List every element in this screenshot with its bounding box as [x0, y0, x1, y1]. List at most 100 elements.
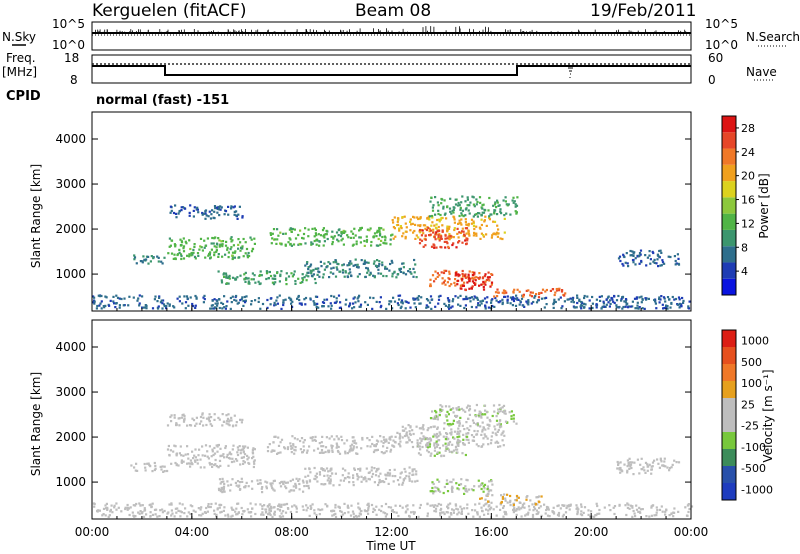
echo-cell	[242, 456, 245, 459]
echo-cell	[495, 505, 498, 508]
echo-cell	[174, 204, 177, 207]
echo-cell	[630, 466, 633, 470]
echo-cell	[260, 274, 263, 277]
echo-cell	[428, 230, 431, 233]
echo-cell	[349, 444, 352, 448]
echo-cell	[446, 438, 449, 441]
x-tick-label: 04:00	[175, 525, 210, 539]
echo-cell	[384, 474, 388, 477]
echo-cell	[222, 480, 225, 483]
echo-cell	[434, 277, 437, 280]
echo-cell	[222, 487, 225, 490]
echo-cell	[310, 506, 313, 509]
echo-cell	[243, 295, 246, 299]
echo-cell	[438, 218, 441, 221]
echo-cell	[241, 216, 244, 219]
echo-cell	[451, 243, 454, 247]
echo-cell	[462, 487, 465, 490]
echo-cell	[252, 465, 255, 469]
echo-cell	[473, 227, 476, 231]
echo-cell	[189, 512, 192, 516]
echo-cell	[352, 445, 355, 448]
echo-cell	[471, 195, 474, 198]
echo-cell	[429, 504, 432, 507]
echo-cell	[655, 262, 658, 265]
echo-cell	[109, 508, 112, 511]
echo-cell	[552, 306, 555, 309]
echo-cell	[264, 511, 268, 514]
colorbar-tick-label: 20	[741, 170, 755, 183]
echo-cell	[445, 217, 448, 220]
echo-cell	[208, 413, 211, 416]
echo-cell	[104, 504, 107, 507]
echo-cell	[364, 275, 367, 278]
echo-cell	[120, 297, 123, 301]
echo-cell	[173, 253, 176, 256]
echo-cell	[627, 265, 630, 268]
echo-cell	[605, 303, 608, 306]
echo-cell	[220, 206, 223, 209]
echo-cell	[501, 298, 504, 301]
echo-cell	[499, 237, 502, 240]
echo-cell	[329, 302, 332, 305]
echo-cell	[220, 240, 223, 243]
echo-cell	[634, 257, 637, 260]
echo-cell	[322, 301, 326, 304]
echo-cell	[245, 247, 249, 251]
echo-cell	[449, 236, 453, 239]
echo-cell	[669, 306, 672, 309]
echo-cell	[497, 408, 500, 411]
echo-cell	[431, 490, 434, 493]
echo-cell	[202, 424, 205, 427]
echo-cell	[506, 301, 509, 304]
echo-cell	[406, 504, 409, 507]
echo-cell	[648, 250, 651, 253]
echo-cell	[99, 302, 102, 305]
echo-cell	[120, 510, 123, 513]
echo-cell	[225, 240, 228, 243]
echo-cell	[266, 298, 269, 302]
echo-cell	[496, 430, 499, 433]
echo-cell	[182, 460, 185, 463]
echo-cell	[435, 440, 438, 443]
echo-cell	[461, 269, 464, 273]
echo-cell	[460, 478, 463, 481]
echo-cell	[322, 235, 325, 238]
echo-cell	[467, 417, 470, 420]
echo-cell	[351, 307, 354, 310]
echo-cell	[470, 218, 474, 221]
echo-cell	[370, 503, 374, 507]
echo-cell	[173, 444, 176, 447]
echo-cell	[495, 419, 499, 422]
echo-cell	[437, 488, 440, 491]
echo-cell	[221, 245, 224, 248]
echo-cell	[235, 421, 238, 424]
echo-cell	[280, 242, 283, 246]
echo-cell	[350, 449, 353, 452]
echo-cell	[317, 267, 320, 270]
echo-cell	[167, 252, 170, 255]
echo-cell	[218, 239, 221, 242]
echo-cell	[223, 506, 226, 509]
echo-cell	[178, 251, 181, 254]
echo-cell	[384, 265, 387, 268]
echo-cell	[351, 232, 355, 235]
echo-cell	[475, 198, 478, 201]
echo-cell	[640, 301, 643, 304]
echo-cell	[282, 510, 285, 513]
echo-cell	[239, 452, 242, 455]
echo-cell	[622, 264, 625, 267]
echo-cell	[440, 235, 443, 238]
echo-cell	[239, 418, 242, 421]
echo-cell	[292, 243, 296, 246]
echo-cell	[435, 445, 439, 448]
echo-cell	[653, 514, 656, 517]
echo-cell	[235, 210, 238, 213]
echo-cell	[445, 432, 448, 435]
echo-cell	[418, 242, 422, 245]
echo-cell	[445, 511, 448, 514]
echo-cell	[504, 512, 507, 515]
echo-cell	[467, 512, 470, 515]
echo-cell	[374, 474, 378, 477]
echo-cell	[266, 481, 269, 484]
